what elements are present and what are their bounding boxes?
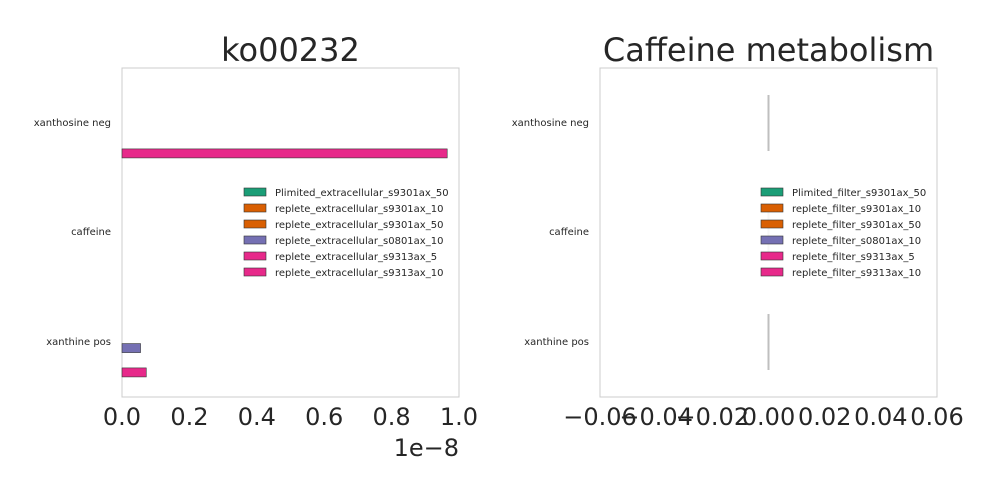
x-tick-label: 0.4 (238, 403, 276, 431)
y-tick-label-xanthine-pos: xanthine pos (524, 337, 589, 348)
legend-label-replete-extracellular-s9313ax-5: replete_extracellular_s9313ax_5 (275, 252, 437, 263)
chart-panel-1: ko00232 xanthosine neg caffeine xanthine po… (34, 31, 478, 462)
legend-label-replete-extracellular-s0801ax-10: replete_extracellular_s0801ax_10 (275, 236, 443, 247)
legend-label-plimited-extracellular-s9301ax-50: Plimited_extracellular_s9301ax_50 (275, 188, 449, 199)
legend-swatch (760, 187, 784, 197)
y-tick-label-xanthosine-neg: xanthosine neg (512, 118, 589, 129)
legend-swatch (760, 251, 784, 261)
legend-swatch (243, 203, 267, 213)
legend: Plimited_extracellular_s9301ax_50replete… (240, 184, 454, 284)
x-tick-label: −0.06 (563, 403, 637, 431)
legend-swatch (760, 203, 784, 213)
legend-swatch (760, 219, 784, 229)
legend-label-replete-extracellular-s9313ax-10: replete_extracellular_s9313ax_10 (275, 268, 443, 279)
legend-background (240, 184, 454, 284)
legend-label-replete-filter-s9301ax-10: replete_filter_s9301ax_10 (792, 204, 921, 215)
legend-label-plimited-filter-s9301ax-50: Plimited_filter_s9301ax_50 (792, 188, 926, 199)
y-tick-label-caffeine: caffeine (71, 227, 111, 238)
x-tick-label: 0.2 (170, 403, 208, 431)
x-tick-label: 0.0 (103, 403, 141, 431)
x-tick-label: −0.04 (619, 403, 693, 431)
chart-title: Caffeine metabolism (603, 31, 934, 69)
legend-swatch (243, 219, 267, 229)
legend-label-replete-extracellular-s9301ax-50: replete_extracellular_s9301ax_50 (275, 220, 443, 231)
legend: Plimited_filter_s9301ax_50 replete_filter… (757, 184, 933, 284)
legend-label-replete-filter-s0801ax-10: replete_filter_s0801ax_10 (792, 236, 921, 247)
bar-xanthine-pos-replete-extracellular-s0801ax-10 (121, 343, 141, 353)
bar-xanthosine-neg-replete-extracellular-s9313ax-10 (121, 148, 448, 159)
legend-swatch (243, 235, 267, 245)
x-tick-label: 1.0 (440, 403, 478, 431)
legend-label-replete-filter-s9313ax-10: replete_filter_s9313ax_10 (792, 268, 921, 279)
bar-xanthine-pos-replete-extracellular-s9313ax-10 (121, 367, 147, 378)
x-tick-label: 0.06 (910, 403, 963, 431)
legend-label-replete-filter-s9301ax-50: replete_filter_s9301ax_50 (792, 220, 921, 231)
legend-label-replete-filter-s9313ax-5: replete_filter_s9313ax_5 (792, 252, 915, 263)
chart-panel-2: Caffeine metabolism xanthosine neg caffein… (512, 31, 964, 431)
x-tick-label: 0.00 (742, 403, 795, 431)
y-tick-label-xanthine-pos: xanthine pos (46, 337, 111, 348)
legend-swatch (760, 235, 784, 245)
x-tick-label: 0.04 (854, 403, 907, 431)
legend-background (757, 184, 933, 284)
legend-swatch (243, 187, 267, 197)
legend-label-replete-extracellular-s9301ax-10: replete_extracellular_s9301ax_10 (275, 204, 443, 215)
legend-swatch (243, 251, 267, 261)
y-tick-label-caffeine: caffeine (549, 227, 589, 238)
x-scale-label: 1e−8 (394, 434, 459, 462)
x-tick-label: 0.02 (798, 403, 851, 431)
chart-title: ko00232 (221, 31, 360, 69)
legend-swatch (760, 267, 784, 277)
legend-swatch (243, 267, 267, 277)
x-tick-label: 0.8 (373, 403, 411, 431)
x-tick-label: 0.6 (305, 403, 343, 431)
y-tick-label-xanthosine-neg: xanthosine neg (34, 118, 111, 129)
axes-frame (599, 67, 938, 398)
axes-frame (121, 67, 460, 398)
x-tick-label: −0.02 (676, 403, 750, 431)
